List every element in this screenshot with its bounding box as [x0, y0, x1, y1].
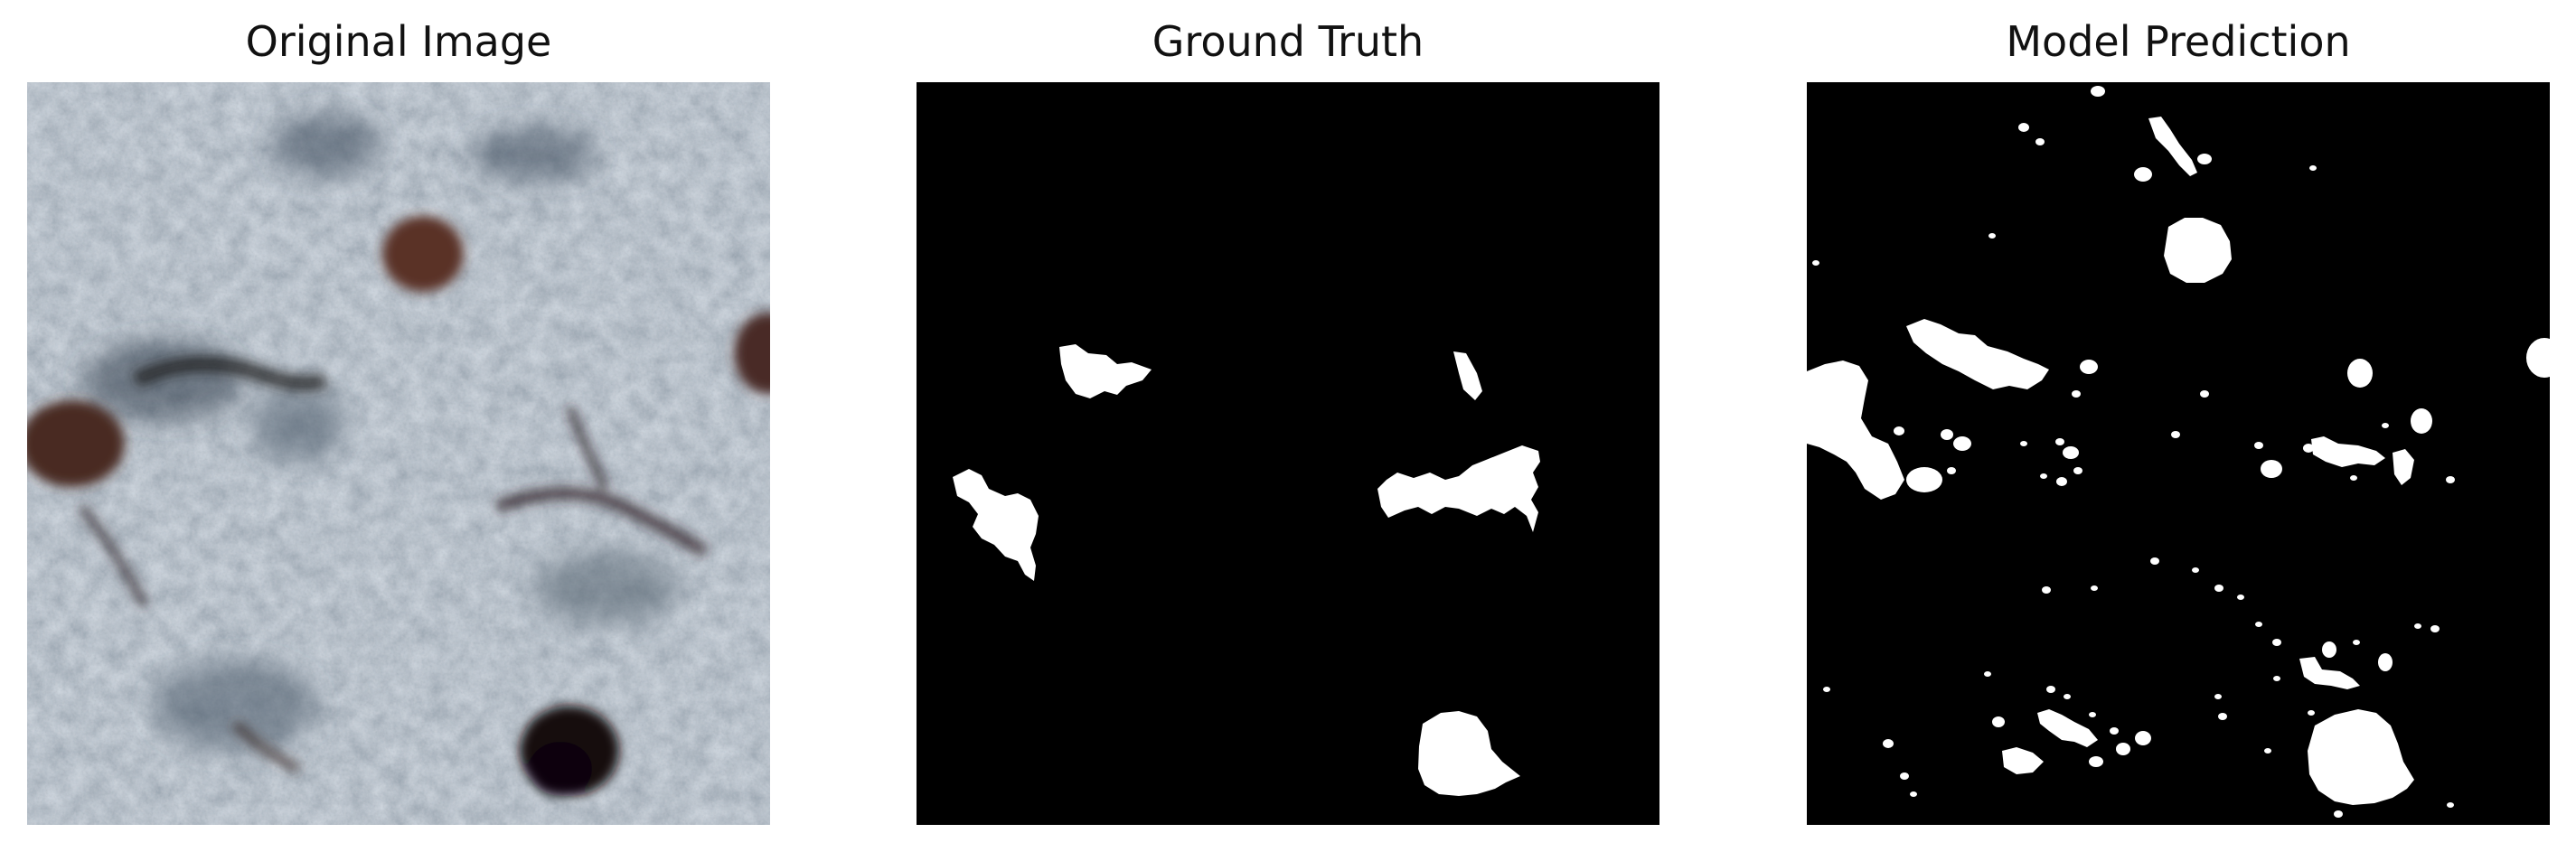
model-prediction-mask-graphic — [1807, 82, 2550, 825]
panel-model-prediction: Model Prediction — [1807, 0, 2550, 852]
original-image — [27, 82, 770, 825]
ground-truth-mask-graphic — [917, 82, 1659, 825]
model-prediction-mask — [1807, 82, 2550, 825]
original-image-graphic — [27, 82, 770, 825]
ground-truth-mask — [917, 82, 1659, 825]
panel-title-model-prediction: Model Prediction — [2006, 17, 2351, 66]
panel-title-ground-truth: Ground Truth — [1152, 17, 1424, 66]
panel-original: Original Image — [27, 0, 770, 852]
panel-ground-truth: Ground Truth — [917, 0, 1659, 852]
panel-title-original: Original Image — [245, 17, 552, 66]
